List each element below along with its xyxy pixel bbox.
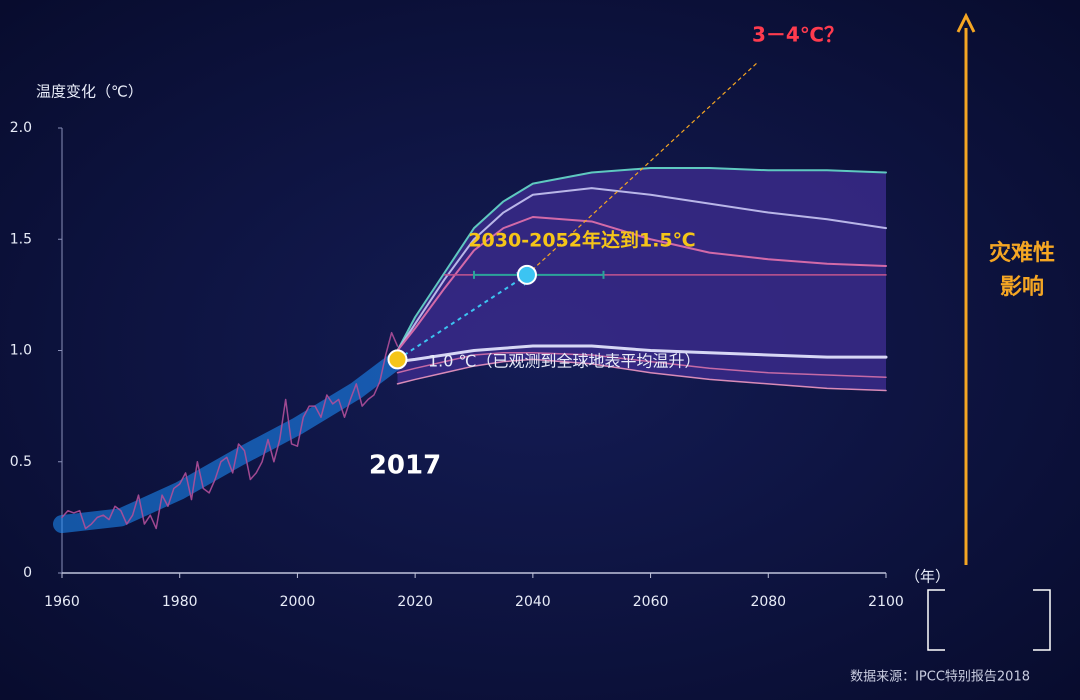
x-tick-label: 2080 <box>750 594 786 610</box>
y-tick-label: 2.0 <box>10 120 32 136</box>
series-line <box>396 351 887 378</box>
y-tick-label: 0.5 <box>10 454 32 470</box>
marker <box>387 349 408 370</box>
series-line <box>53 350 407 534</box>
source-note: 数据来源：IPCC特别报告2018 <box>850 670 1030 685</box>
y-tick-label: 0 <box>23 565 32 581</box>
annotation: 3－4℃？ <box>752 23 844 47</box>
y-tick-label: 1.5 <box>10 231 32 247</box>
x-tick-label: 2040 <box>515 594 551 610</box>
annotation: 2017 <box>369 451 441 481</box>
x-tick-label: 1980 <box>162 594 198 610</box>
y-tick-label: 1.0 <box>10 343 32 359</box>
y-axis-label: 温度变化（℃） <box>36 83 143 101</box>
x-axis-label: （年） <box>905 568 950 586</box>
x-tick-label: 2000 <box>280 594 316 610</box>
series-line <box>396 216 887 352</box>
x-tick-label: 2020 <box>397 594 433 610</box>
series-line <box>396 167 887 352</box>
frame-bracket <box>927 589 1051 651</box>
side-label: 灾难性 <box>989 240 1055 266</box>
series-line <box>61 331 399 530</box>
impact-arrow-head <box>956 12 976 33</box>
trend-arrow <box>396 270 534 361</box>
x-tick-label: 1960 <box>44 594 80 610</box>
projection-band <box>397 168 886 391</box>
side-label: 影响 <box>1000 274 1044 300</box>
series-line <box>396 358 887 392</box>
annotation: 2030-2052年达到1.5℃ <box>468 229 695 252</box>
extrapolation-line <box>526 61 759 276</box>
x-tick-label: 2060 <box>633 594 669 610</box>
x-tick-label: 2100 <box>868 594 904 610</box>
annotation: 1.0 ℃（已观测到全球地表平均温升） <box>428 352 701 371</box>
series-line <box>395 344 888 364</box>
marker <box>516 264 537 285</box>
series-line <box>396 187 887 352</box>
